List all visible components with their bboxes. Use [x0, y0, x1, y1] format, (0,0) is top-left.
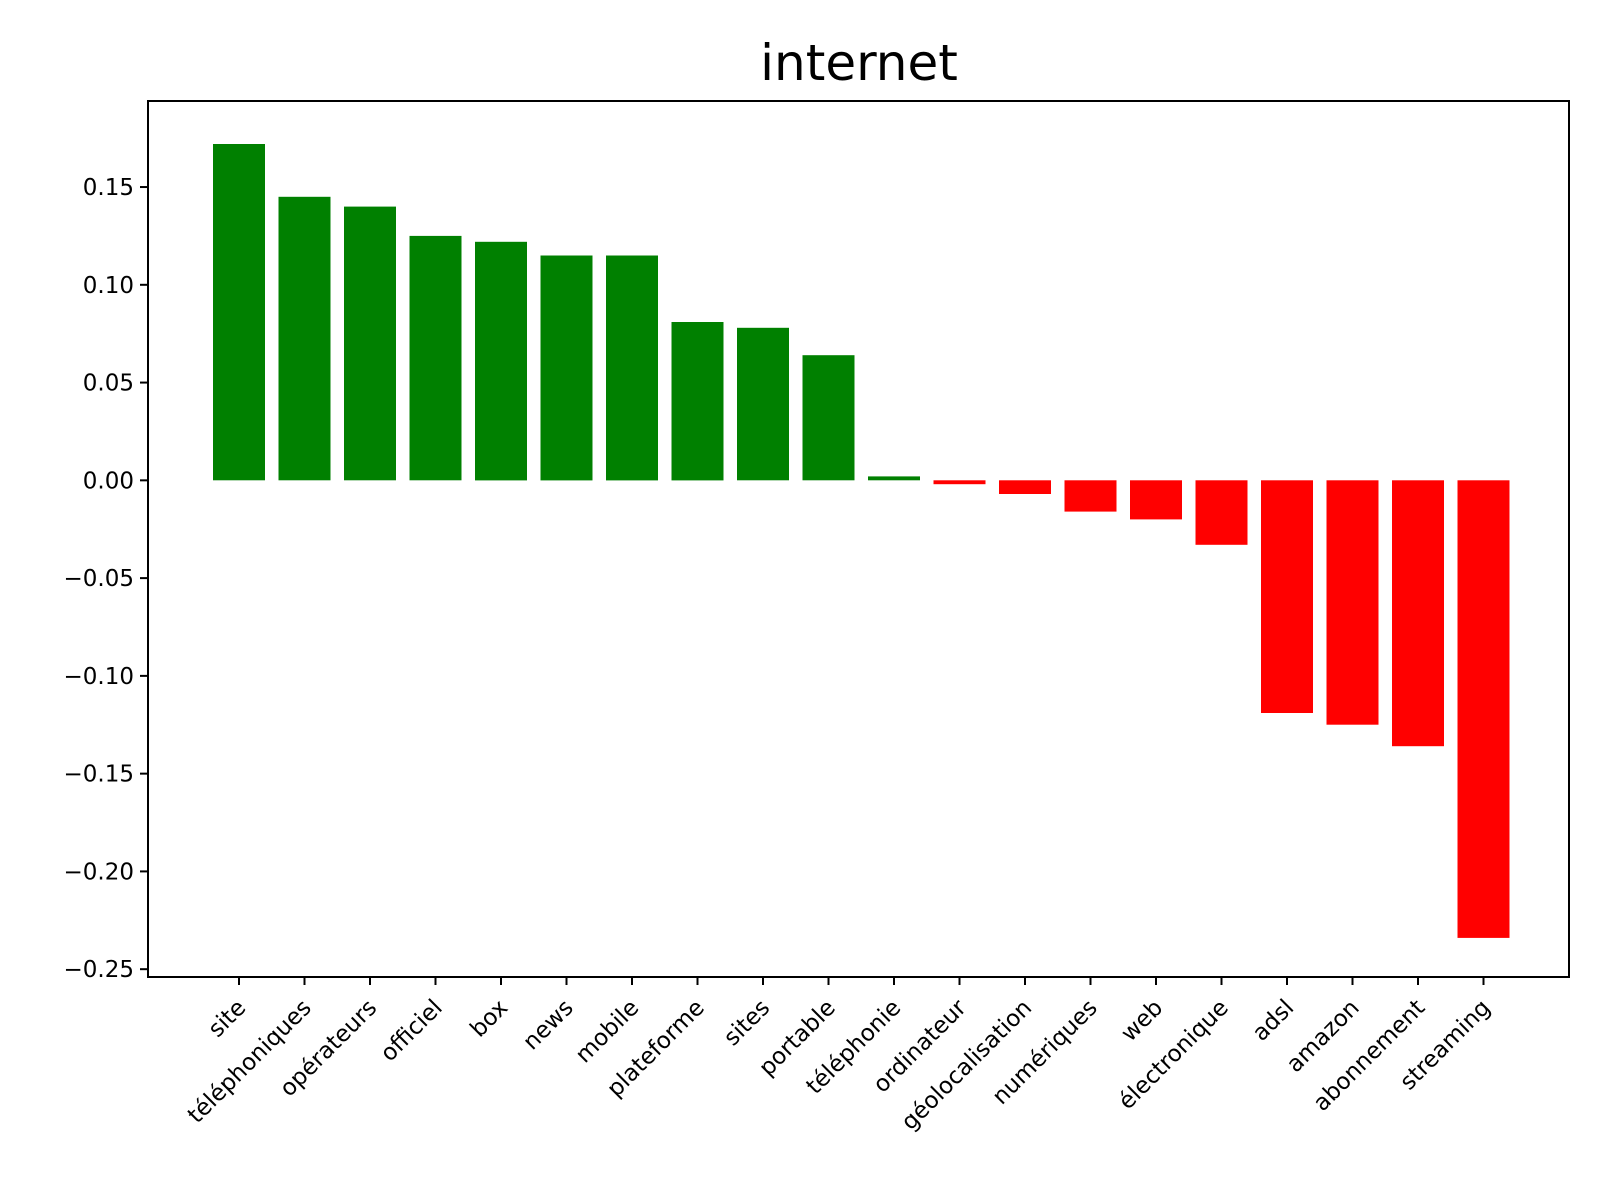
bar-news: [540, 255, 593, 481]
bar-sites: [737, 327, 789, 481]
bar-adsl: [1261, 480, 1313, 713]
x-tick-label: news: [518, 995, 578, 1055]
bar-géolocalisation: [999, 480, 1051, 494]
bar-officiel: [409, 235, 462, 481]
bar-site: [213, 144, 265, 481]
y-tick-label: −0.15: [64, 762, 134, 788]
chart-title: internet: [760, 34, 958, 92]
bar-amazon: [1326, 480, 1379, 725]
bar-électronique: [1195, 480, 1248, 545]
y-tick-label: 0.10: [83, 273, 134, 299]
plot-frame: [147, 100, 1570, 978]
x-tick-label: adsl: [1248, 995, 1300, 1047]
bar-streaming: [1457, 480, 1510, 938]
y-tick-label: −0.25: [64, 957, 134, 983]
x-tick-label: box: [465, 995, 513, 1043]
y-tick-label: −0.20: [64, 859, 134, 885]
bar-web: [1130, 480, 1182, 520]
y-tick-label: 0.00: [83, 468, 134, 494]
bar-plateforme: [671, 322, 724, 481]
y-axis: 0.15 0.10 0.05 0.00 −0.05 −0.10 −0.15 −0.20 −0.2…: [64, 175, 148, 983]
x-tick-label: officiel: [376, 995, 448, 1067]
bar-numériques: [1064, 480, 1117, 512]
bar-abonnement: [1392, 480, 1444, 747]
bar-box: [475, 241, 527, 481]
bar-opérateurs: [344, 206, 396, 481]
x-tick-label: sites: [719, 995, 775, 1051]
bar-téléphonie: [868, 476, 920, 481]
bar-portable: [802, 355, 855, 481]
x-tick-label: web: [1116, 995, 1168, 1047]
bars-group: [213, 144, 1510, 938]
x-tick-label: site: [203, 995, 251, 1043]
bar-ordinateur: [933, 480, 986, 485]
bar-mobile: [606, 255, 658, 481]
bar-téléphoniques: [278, 196, 331, 481]
y-tick-label: 0.05: [83, 371, 134, 397]
y-tick-label: −0.05: [64, 566, 134, 592]
y-tick-label: 0.15: [83, 175, 134, 201]
y-tick-label: −0.10: [64, 664, 134, 690]
